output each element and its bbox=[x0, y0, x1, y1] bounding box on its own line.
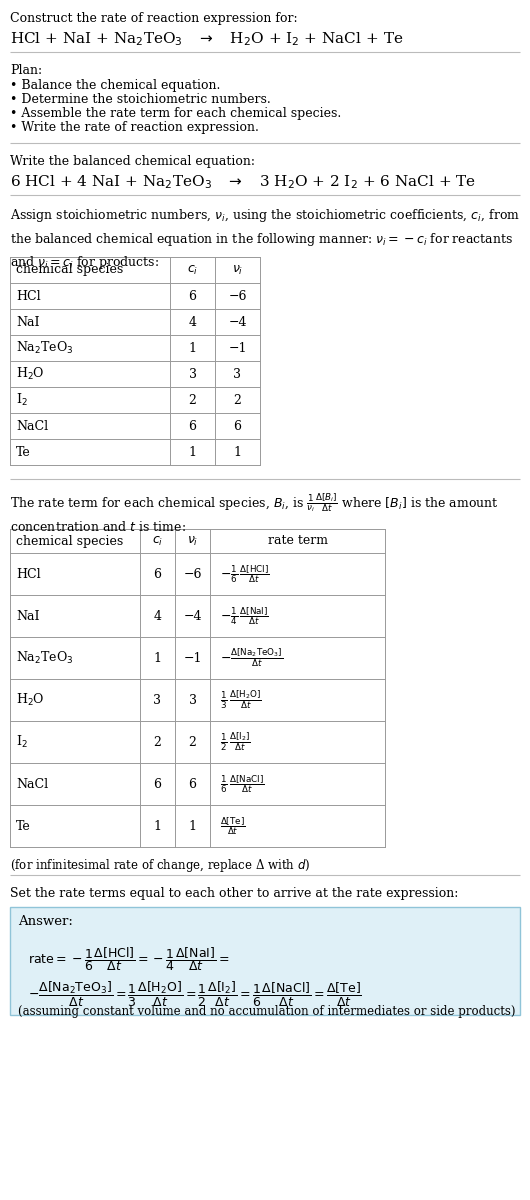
Text: 3: 3 bbox=[189, 367, 197, 380]
Text: Set the rate terms equal to each other to arrive at the rate expression:: Set the rate terms equal to each other t… bbox=[10, 887, 458, 900]
Text: I$_2$: I$_2$ bbox=[16, 734, 28, 750]
Text: chemical species: chemical species bbox=[16, 534, 123, 547]
Text: $c_i$: $c_i$ bbox=[152, 534, 163, 547]
Text: Na$_2$TeO$_3$: Na$_2$TeO$_3$ bbox=[16, 340, 74, 356]
Text: NaCl: NaCl bbox=[16, 420, 48, 432]
Text: I$_2$: I$_2$ bbox=[16, 392, 28, 408]
Text: Assign stoichiometric numbers, $\nu_i$, using the stoichiometric coefficients, $: Assign stoichiometric numbers, $\nu_i$, … bbox=[10, 206, 520, 271]
Text: Plan:: Plan: bbox=[10, 64, 42, 77]
Text: chemical species: chemical species bbox=[16, 264, 123, 276]
Text: $\frac{\Delta[\mathrm{Te}]}{\Delta t}$: $\frac{\Delta[\mathrm{Te}]}{\Delta t}$ bbox=[220, 815, 245, 836]
Text: $\nu_i$: $\nu_i$ bbox=[232, 264, 243, 276]
Text: Na$_2$TeO$_3$: Na$_2$TeO$_3$ bbox=[16, 650, 74, 666]
Text: 3: 3 bbox=[234, 367, 242, 380]
Text: 1: 1 bbox=[234, 445, 242, 458]
Text: 1: 1 bbox=[154, 820, 162, 833]
Text: Write the balanced chemical equation:: Write the balanced chemical equation: bbox=[10, 155, 255, 168]
Text: (for infinitesimal rate of change, replace Δ with $d$): (for infinitesimal rate of change, repla… bbox=[10, 857, 311, 874]
Text: −4: −4 bbox=[228, 316, 247, 329]
Text: $c_i$: $c_i$ bbox=[187, 264, 198, 276]
Text: 6 HCl + 4 NaI + Na$_2$TeO$_3$   $\rightarrow$   3 H$_2$O + 2 I$_2$ + 6 NaCl + Te: 6 HCl + 4 NaI + Na$_2$TeO$_3$ $\rightarr… bbox=[10, 173, 476, 191]
Text: 2: 2 bbox=[189, 736, 197, 749]
Text: −6: −6 bbox=[183, 568, 202, 581]
Text: • Balance the chemical equation.: • Balance the chemical equation. bbox=[10, 79, 220, 92]
Text: 1: 1 bbox=[189, 342, 197, 354]
Text: 6: 6 bbox=[154, 778, 162, 791]
Text: Answer:: Answer: bbox=[18, 914, 73, 928]
Text: NaI: NaI bbox=[16, 610, 40, 623]
Text: • Assemble the rate term for each chemical species.: • Assemble the rate term for each chemic… bbox=[10, 107, 341, 120]
Text: 2: 2 bbox=[234, 394, 242, 407]
Text: $-\frac{\Delta[\mathrm{Na_2TeO_3}]}{\Delta t}$: $-\frac{\Delta[\mathrm{Na_2TeO_3}]}{\Del… bbox=[220, 647, 283, 670]
Text: 4: 4 bbox=[189, 316, 197, 329]
Text: 1: 1 bbox=[189, 820, 197, 833]
Text: 2: 2 bbox=[189, 394, 197, 407]
Text: H$_2$O: H$_2$O bbox=[16, 366, 45, 382]
FancyBboxPatch shape bbox=[10, 907, 520, 1015]
Text: −4: −4 bbox=[183, 610, 202, 623]
Text: −1: −1 bbox=[228, 342, 247, 354]
Text: 3: 3 bbox=[154, 694, 162, 707]
Text: HCl + NaI + Na$_2$TeO$_3$   $\rightarrow$   H$_2$O + I$_2$ + NaCl + Te: HCl + NaI + Na$_2$TeO$_3$ $\rightarrow$ … bbox=[10, 30, 403, 48]
Text: Te: Te bbox=[16, 445, 31, 458]
Text: −1: −1 bbox=[183, 652, 202, 665]
Text: 6: 6 bbox=[189, 778, 197, 791]
Text: Construct the rate of reaction expression for:: Construct the rate of reaction expressio… bbox=[10, 12, 298, 25]
Text: 6: 6 bbox=[189, 420, 197, 432]
Text: NaCl: NaCl bbox=[16, 778, 48, 791]
Text: 1: 1 bbox=[154, 652, 162, 665]
Text: −6: −6 bbox=[228, 289, 247, 302]
Text: $-\frac{1}{6}\,\frac{\Delta[\mathrm{HCl}]}{\Delta t}$: $-\frac{1}{6}\,\frac{\Delta[\mathrm{HCl}… bbox=[220, 563, 270, 584]
Text: 4: 4 bbox=[154, 610, 162, 623]
Text: 1: 1 bbox=[189, 445, 197, 458]
Text: 3: 3 bbox=[189, 694, 197, 707]
Text: $\frac{1}{6}\,\frac{\Delta[\mathrm{NaCl}]}{\Delta t}$: $\frac{1}{6}\,\frac{\Delta[\mathrm{NaCl}… bbox=[220, 773, 264, 794]
Text: 2: 2 bbox=[154, 736, 162, 749]
Text: $\nu_i$: $\nu_i$ bbox=[187, 534, 198, 547]
Text: NaI: NaI bbox=[16, 316, 40, 329]
Text: $\frac{1}{2}\,\frac{\Delta[\mathrm{I_2}]}{\Delta t}$: $\frac{1}{2}\,\frac{\Delta[\mathrm{I_2}]… bbox=[220, 731, 251, 754]
Text: The rate term for each chemical species, $B_i$, is $\frac{1}{\nu_i}\frac{\Delta[: The rate term for each chemical species,… bbox=[10, 491, 499, 534]
Text: $\frac{1}{3}\,\frac{\Delta[\mathrm{H_2O}]}{\Delta t}$: $\frac{1}{3}\,\frac{\Delta[\mathrm{H_2O}… bbox=[220, 689, 262, 712]
Text: $\mathrm{rate} = -\dfrac{1}{6}\dfrac{\Delta[\mathrm{HCl}]}{\Delta t} = -\dfrac{1: $\mathrm{rate} = -\dfrac{1}{6}\dfrac{\De… bbox=[28, 946, 229, 973]
Text: HCl: HCl bbox=[16, 289, 41, 302]
Text: rate term: rate term bbox=[268, 534, 328, 547]
Text: HCl: HCl bbox=[16, 568, 41, 581]
Text: 6: 6 bbox=[189, 289, 197, 302]
Text: 6: 6 bbox=[154, 568, 162, 581]
Text: H$_2$O: H$_2$O bbox=[16, 692, 45, 708]
Text: 6: 6 bbox=[234, 420, 242, 432]
Text: (assuming constant volume and no accumulation of intermediates or side products): (assuming constant volume and no accumul… bbox=[18, 1006, 516, 1018]
Text: $-\dfrac{\Delta[\mathrm{Na_2TeO_3}]}{\Delta t} = \dfrac{1}{3}\dfrac{\Delta[\math: $-\dfrac{\Delta[\mathrm{Na_2TeO_3}]}{\De… bbox=[28, 980, 362, 1009]
Text: $-\frac{1}{4}\,\frac{\Delta[\mathrm{NaI}]}{\Delta t}$: $-\frac{1}{4}\,\frac{\Delta[\mathrm{NaI}… bbox=[220, 605, 269, 626]
Text: Te: Te bbox=[16, 820, 31, 833]
Text: • Write the rate of reaction expression.: • Write the rate of reaction expression. bbox=[10, 121, 259, 134]
Text: • Determine the stoichiometric numbers.: • Determine the stoichiometric numbers. bbox=[10, 92, 271, 106]
